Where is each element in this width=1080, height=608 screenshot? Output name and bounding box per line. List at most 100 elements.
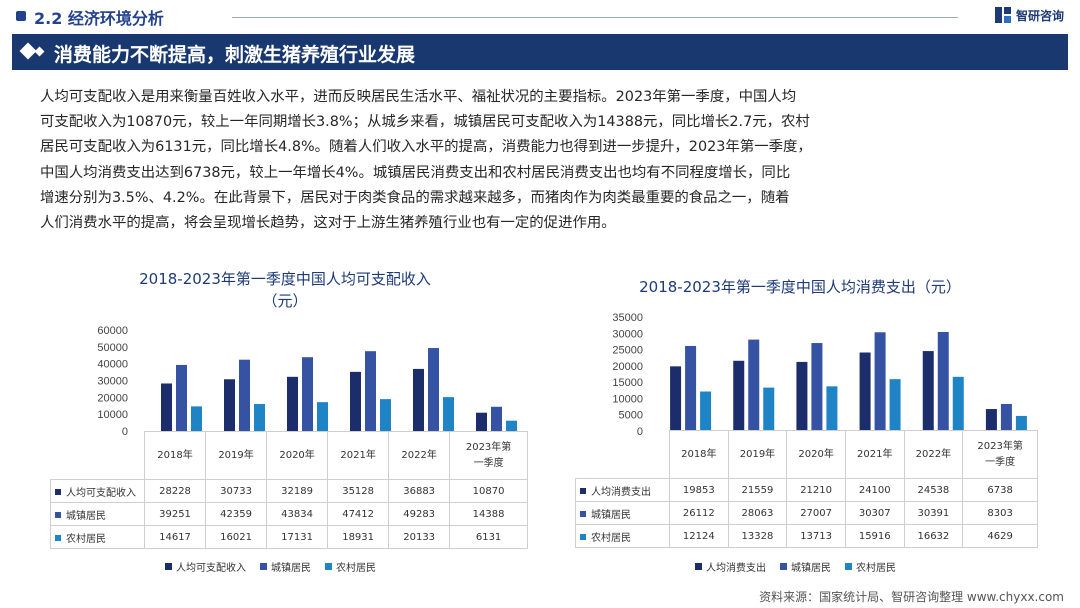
chart1-data-cell: 20133 xyxy=(388,525,451,549)
chart1-category-label: 2023年第 一季度 xyxy=(449,431,528,480)
chart2-legend-item: 农村居民 xyxy=(845,559,896,574)
chart2-bar-1-2 xyxy=(733,360,745,431)
legend-swatch-icon xyxy=(780,563,787,570)
chart1-y-tick-label: 30000 xyxy=(97,376,128,388)
table-row: 农村居民 12124 13328 13713 15916 16632 4629 xyxy=(575,524,1038,548)
chart1-series-label: 城镇居民 xyxy=(50,502,145,526)
chart2-category-label: 2019年 xyxy=(727,430,788,479)
chart1-data-table: 2018年 2019年 2020年 2021年 2022年 2023年第 一季度 人均可支配收… xyxy=(50,431,528,549)
chart1-bar-3-1 xyxy=(191,406,202,431)
table-row: 人均可支配收入 28228 30733 32189 35128 36883 10870 xyxy=(50,479,528,503)
chart2-legend-item: 城镇居民 xyxy=(780,559,831,574)
chart2-y-tick-label: 30000 xyxy=(612,328,643,340)
chart1-bar-3-4 xyxy=(380,399,391,431)
chart1-y-tick-label: 20000 xyxy=(97,392,128,404)
banner-title: 消费能力不断提高，刺激生猪养殖行业发展 xyxy=(54,44,416,66)
chart1-data-cell: 6131 xyxy=(449,525,528,549)
chart2-data-cell: 4629 xyxy=(962,524,1038,548)
chart2-data-cell: 21559 xyxy=(727,478,788,502)
chart1-series-label: 人均可支配收入 xyxy=(50,479,145,503)
chart2-data-cell: 13328 xyxy=(727,524,788,548)
chart2-bar-1-3 xyxy=(796,361,808,431)
chart2-bar-2-1 xyxy=(685,345,697,431)
series-swatch-icon xyxy=(580,487,586,494)
chart2-series-label: 农村居民 xyxy=(575,524,670,548)
chart1-bar-2-6 xyxy=(491,406,502,431)
chart2-bar-2-5 xyxy=(937,332,949,431)
chart2-legend-label: 城镇居民 xyxy=(791,563,831,574)
table-row: 城镇居民 39251 42359 43834 47412 49283 14388 xyxy=(50,502,528,526)
chart1-bar-1-2 xyxy=(224,379,235,431)
chart2-data-cell: 30391 xyxy=(903,501,964,525)
chart2-data-cell: 6738 xyxy=(962,478,1038,502)
legend-swatch-icon xyxy=(165,563,172,570)
chart1-bar-3-2 xyxy=(254,404,265,431)
legend-swatch-icon xyxy=(325,563,332,570)
header-divider xyxy=(232,17,958,18)
chart1-bar-1-3 xyxy=(287,376,298,431)
legend-swatch-icon xyxy=(845,563,852,570)
chart2-bar-1-5 xyxy=(922,351,934,431)
chart2-y-tick-label: 20000 xyxy=(612,361,643,373)
chart2-y-tick-label: 35000 xyxy=(612,312,643,324)
chart1-legend-label: 城镇居民 xyxy=(271,563,311,574)
chart1-y-tick-label: 60000 xyxy=(97,325,128,337)
chart2-bar-3-6 xyxy=(1015,415,1027,431)
chart1-bar-3-6 xyxy=(506,420,517,431)
chart1-category-label: 2018年 xyxy=(143,431,207,480)
chart2-category-label: 2022年 xyxy=(903,430,964,479)
chart2-bar-2-2 xyxy=(748,339,760,431)
chart1-legend-label: 农村居民 xyxy=(336,563,376,574)
chart1-bar-2-5 xyxy=(428,348,439,431)
chart2-data-cell: 28063 xyxy=(727,501,788,525)
table-row: 城镇居民 26112 28063 27007 30307 30391 8303 xyxy=(575,501,1038,525)
chart1-data-cell: 14617 xyxy=(143,525,207,549)
header-bar: 2.2 经济环境分析 智研咨询 xyxy=(0,0,1080,34)
chart1-legend-item: 农村居民 xyxy=(325,559,376,574)
chart1-bar-2-1 xyxy=(176,364,187,431)
series-swatch-icon xyxy=(55,488,61,495)
chart2-bar-3-1 xyxy=(700,391,712,431)
chart2-y-tick-label: 25000 xyxy=(612,345,643,357)
chart2-series-label: 城镇居民 xyxy=(575,501,670,525)
chart1-data-cell: 28228 xyxy=(143,479,207,503)
series-swatch-icon xyxy=(55,511,61,518)
section-title: 2.2 经济环境分析 xyxy=(34,9,164,28)
chart2-category-label: 2020年 xyxy=(786,430,846,479)
chart1-bar-3-3 xyxy=(317,402,328,431)
chart2-bar-1-1 xyxy=(670,366,682,431)
chart1-legend: 人均可支配收入 城镇居民 农村居民 xyxy=(165,559,376,574)
chart1-bar-2-3 xyxy=(302,357,313,431)
chart1-category-label: 2021年 xyxy=(327,431,390,480)
chart2-data-cell: 24538 xyxy=(903,478,964,502)
source-note: 资料来源：国家统计局、智研咨询整理 www.chyxx.com xyxy=(759,590,1064,604)
chart2-data-cell: 21210 xyxy=(786,478,846,502)
chart1-category-label: 2019年 xyxy=(205,431,268,480)
chart2-title: 2018-2023年第一季度中国人均消费支出（元） xyxy=(600,276,1000,298)
chart1-data-cell: 47412 xyxy=(327,502,390,526)
chart2-y-tick-label: 15000 xyxy=(612,377,643,389)
chart1-data-cell: 16021 xyxy=(205,525,268,549)
brand-logo-text: 智研咨询 xyxy=(1015,8,1064,23)
chart1-unit: （元） xyxy=(262,292,308,310)
chart2-bar-3-4 xyxy=(889,379,901,431)
table-row: 人均消费支出 19853 21559 21210 24100 24538 6738 xyxy=(575,478,1038,502)
chart2-y-tick-label: 10000 xyxy=(612,393,643,405)
chart1-data-cell: 18931 xyxy=(327,525,390,549)
chart2-title-text: 2018-2023年第一季度中国人均消费支出（元） xyxy=(639,278,961,296)
chart1-bar-3-5 xyxy=(443,397,454,431)
chart1-title-text: 2018-2023年第一季度中国人均可支配收入 xyxy=(139,270,431,288)
chart1-title: 2018-2023年第一季度中国人均可支配收入 （元） xyxy=(90,268,480,312)
chart2-data-cell: 19853 xyxy=(669,478,729,502)
chart1-data-cell: 17131 xyxy=(266,525,329,549)
chart2-bar-1-6 xyxy=(985,409,997,431)
chart1-data-cell: 30733 xyxy=(205,479,268,503)
chart2-data-cell: 24100 xyxy=(844,478,905,502)
chart1-legend-label: 人均可支配收入 xyxy=(176,563,246,574)
chart1-data-cell: 10870 xyxy=(449,479,528,503)
small-diamond-icon xyxy=(34,46,45,57)
chart2-data-cell: 30307 xyxy=(844,501,905,525)
chart1-bar-1-1 xyxy=(161,383,172,431)
title-banner: 消费能力不断提高，刺激生猪养殖行业发展 xyxy=(12,34,1068,70)
legend-swatch-icon xyxy=(695,563,702,570)
